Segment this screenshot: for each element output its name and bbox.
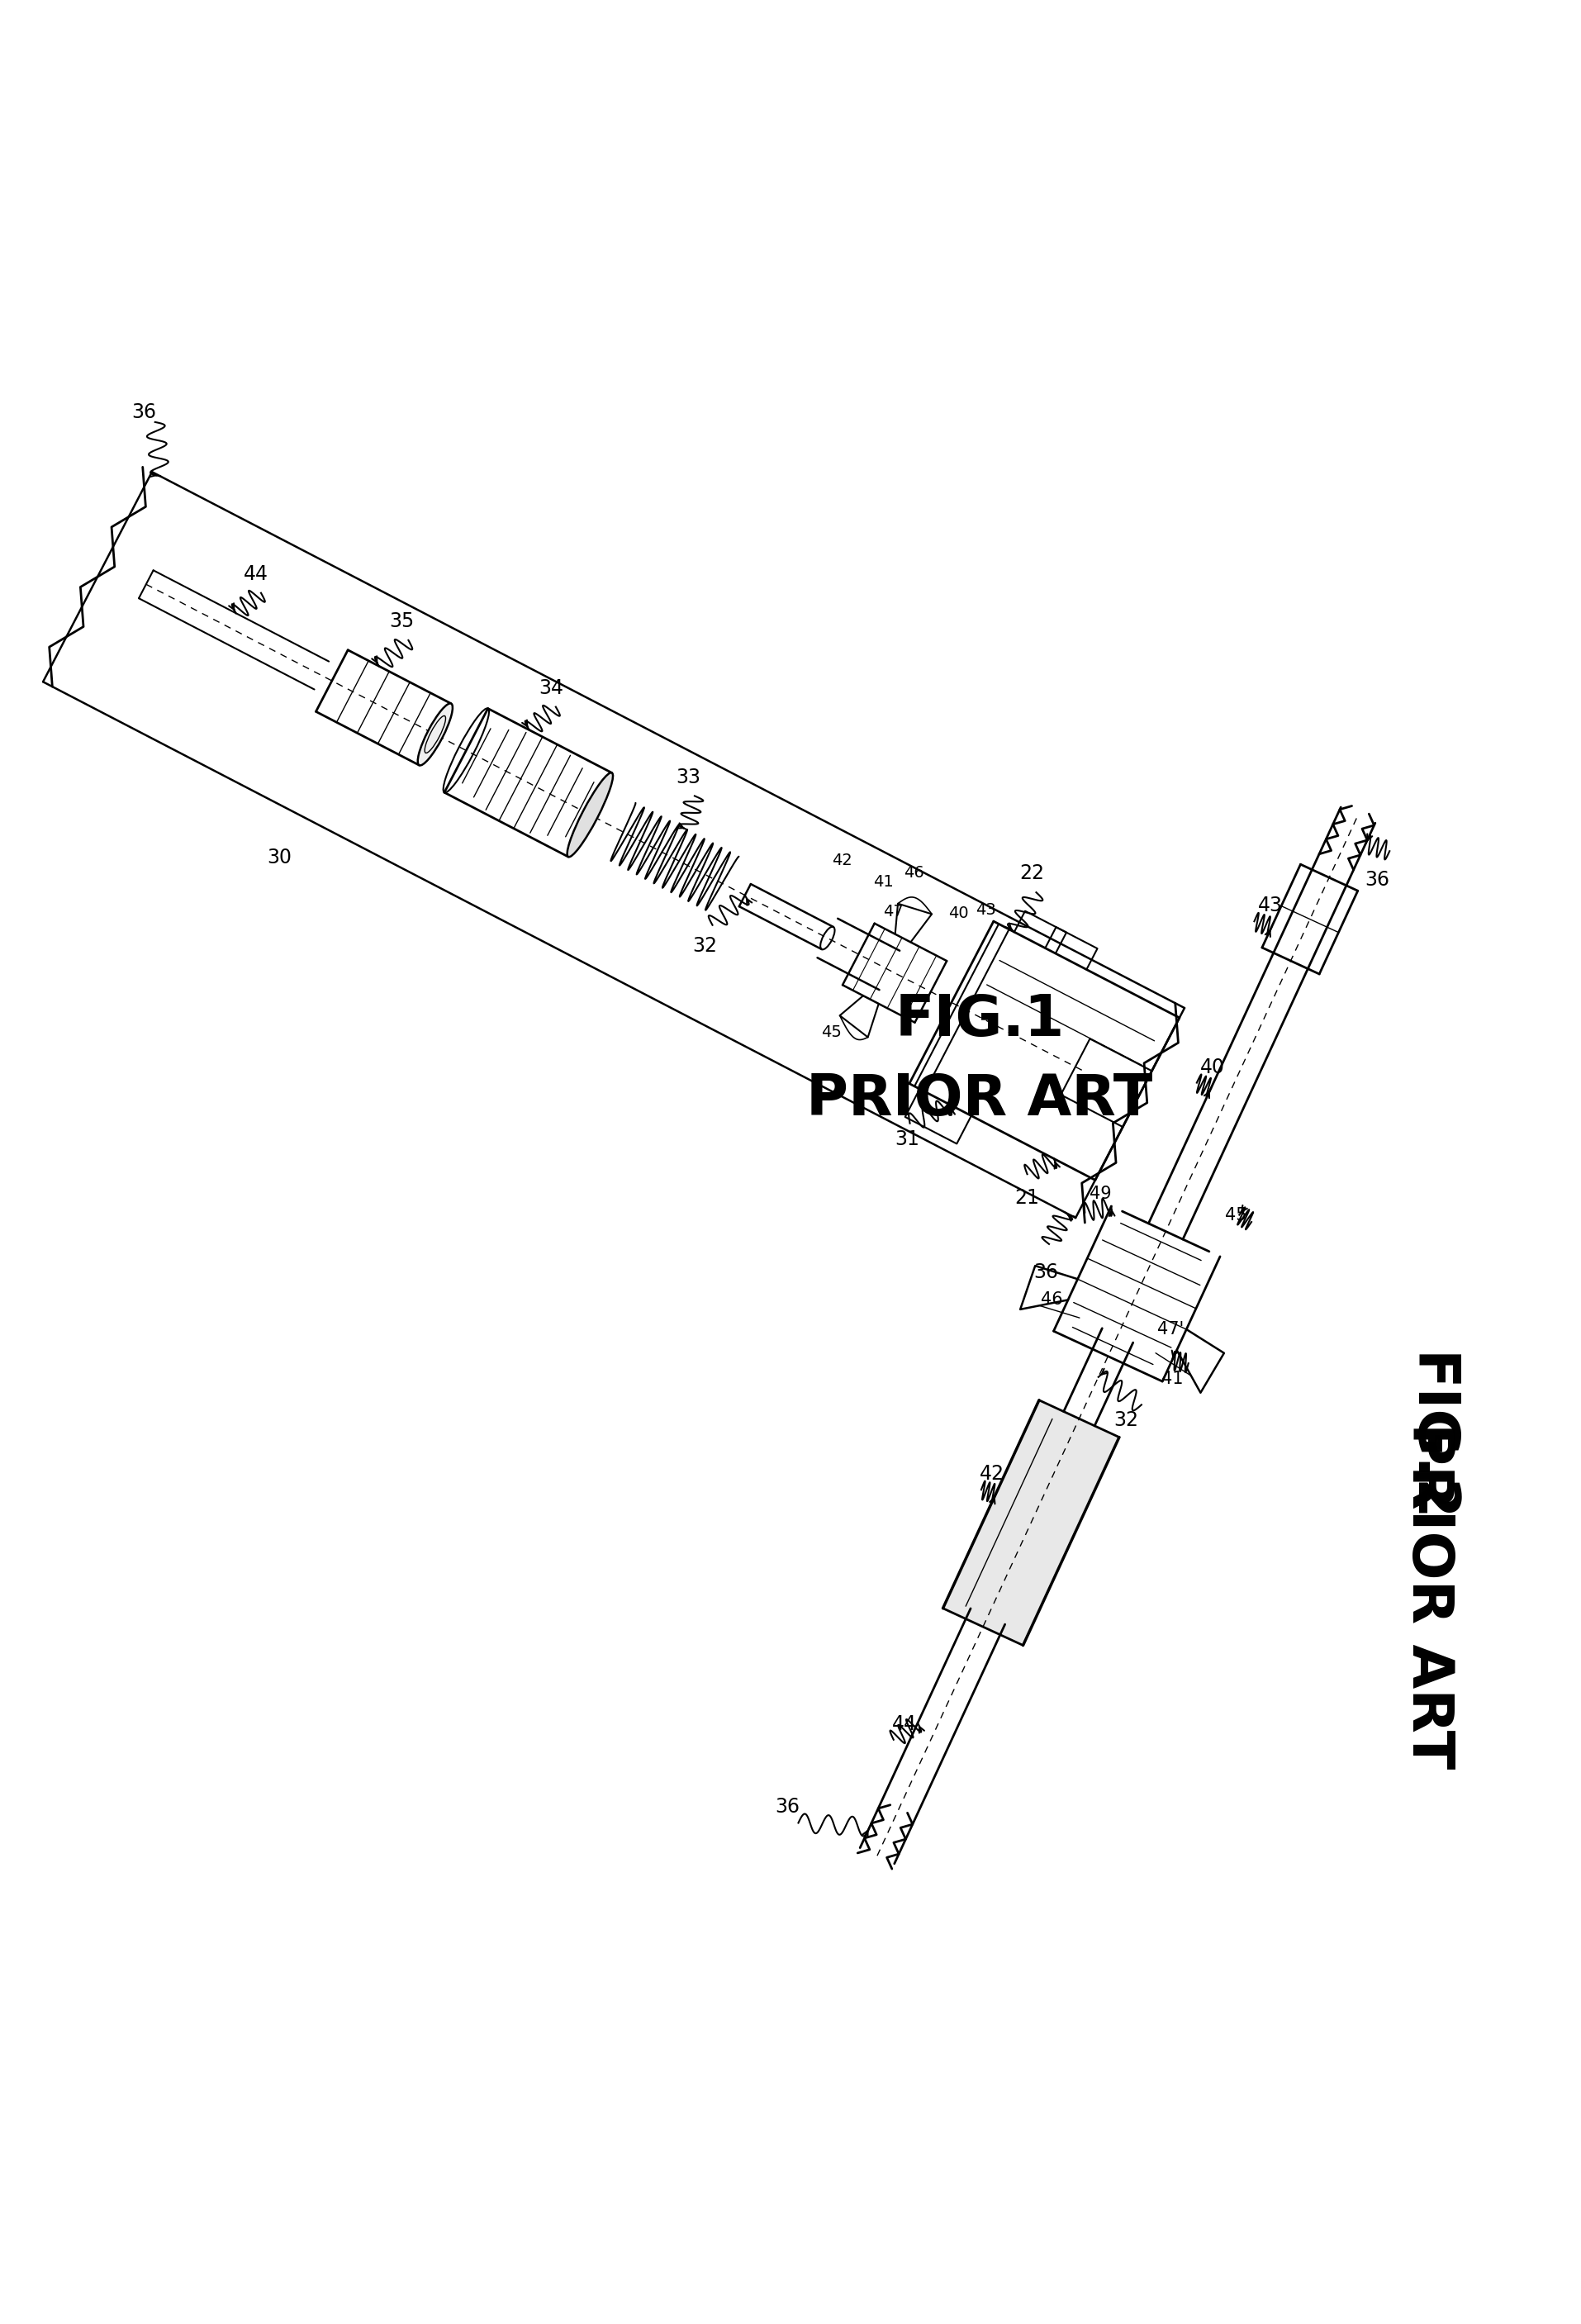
Text: 49: 49 xyxy=(1089,1185,1111,1202)
Text: 33: 33 xyxy=(677,767,700,788)
Text: 45: 45 xyxy=(821,1025,841,1041)
Text: 36: 36 xyxy=(775,1796,800,1817)
Text: 32: 32 xyxy=(692,937,716,955)
Text: 47': 47' xyxy=(1157,1320,1184,1339)
Text: 36: 36 xyxy=(1364,869,1390,890)
Ellipse shape xyxy=(568,772,613,858)
Polygon shape xyxy=(942,1399,1119,1645)
Text: 30: 30 xyxy=(267,848,292,867)
Text: 47: 47 xyxy=(884,904,904,920)
Text: 43: 43 xyxy=(1257,895,1282,916)
Text: 32: 32 xyxy=(1113,1411,1138,1432)
Text: 36: 36 xyxy=(1034,1262,1058,1283)
Text: 42: 42 xyxy=(832,853,852,869)
Text: 41: 41 xyxy=(873,874,893,890)
Ellipse shape xyxy=(417,704,452,765)
Text: 35: 35 xyxy=(389,611,414,632)
Text: 31: 31 xyxy=(895,1129,919,1148)
Text: 41: 41 xyxy=(1162,1371,1184,1387)
Text: 22: 22 xyxy=(1020,865,1043,883)
Text: 42: 42 xyxy=(980,1464,1004,1485)
Text: PRIOR ART: PRIOR ART xyxy=(806,1071,1153,1127)
Text: PRIOR ART: PRIOR ART xyxy=(1401,1422,1456,1769)
Text: 40: 40 xyxy=(1200,1057,1225,1076)
Text: 44: 44 xyxy=(892,1715,917,1734)
Text: 46: 46 xyxy=(904,865,925,881)
Text: 34: 34 xyxy=(539,679,563,697)
Text: 40: 40 xyxy=(949,906,969,920)
Text: FIG.2: FIG.2 xyxy=(1401,1353,1456,1522)
Text: 36: 36 xyxy=(131,402,157,423)
Text: 45: 45 xyxy=(1225,1208,1246,1225)
Text: 44: 44 xyxy=(243,565,269,583)
Text: 21: 21 xyxy=(1015,1188,1040,1208)
Text: 43: 43 xyxy=(975,902,996,918)
Text: 46: 46 xyxy=(1040,1292,1062,1308)
Text: FIG.1: FIG.1 xyxy=(895,992,1064,1048)
